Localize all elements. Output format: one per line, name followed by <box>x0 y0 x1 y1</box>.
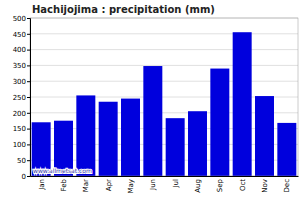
y-tick: 250 <box>13 94 30 102</box>
y-tick: 200 <box>13 110 30 118</box>
grid-line <box>30 33 298 34</box>
x-tick-label: Aug <box>194 179 202 193</box>
y-tick-label: 0 <box>22 173 26 181</box>
y-tick-mark <box>27 113 30 114</box>
y-tick: 150 <box>13 125 30 133</box>
y-tick-mark <box>27 176 30 177</box>
y-tick-label: 50 <box>17 157 26 165</box>
x-tick-label: Nov <box>261 179 269 193</box>
y-tick: 400 <box>13 46 30 54</box>
bar <box>277 123 296 176</box>
grid-line <box>30 49 298 50</box>
bar <box>121 99 140 176</box>
x-tick-label: Apr <box>105 179 113 191</box>
bar <box>210 69 229 176</box>
y-tick-label: 200 <box>13 110 26 118</box>
x-tick-label: Jun <box>149 179 157 191</box>
x-tick: Apr <box>105 176 113 191</box>
x-tick: Jan <box>38 176 46 191</box>
y-tick-label: 500 <box>13 15 26 23</box>
x-tick: Jun <box>149 176 157 191</box>
x-tick: Dec <box>283 176 291 193</box>
annotation: www.allmetsat.com <box>33 167 92 174</box>
x-tick: Mar <box>82 176 90 192</box>
bar <box>166 118 185 176</box>
y-tick-mark <box>27 18 30 19</box>
grid-line <box>30 81 298 82</box>
y-tick-label: 350 <box>13 62 26 70</box>
x-tick: Aug <box>194 176 202 193</box>
y-tick-mark <box>27 34 30 35</box>
y-tick: 450 <box>13 31 30 39</box>
y-tick-mark <box>27 129 30 130</box>
x-tick: Feb <box>60 176 68 191</box>
y-tick-mark <box>27 65 30 66</box>
y-tick-mark <box>27 81 30 82</box>
y-tick: 500 <box>13 15 30 23</box>
bar <box>188 111 207 176</box>
x-axis-line <box>31 176 299 177</box>
chart: 0 50 100 150 200 250 300 350 400 450 500 Jan Feb Mar A… <box>0 0 306 200</box>
y-tick-label: 150 <box>13 125 26 133</box>
x-tick-label: Sep <box>216 178 224 192</box>
y-axis: 0 50 100 150 200 250 300 350 400 450 500 <box>13 15 31 181</box>
y-tick: 0 <box>22 173 30 181</box>
bar <box>233 32 252 176</box>
plot: 0 50 100 150 200 250 300 350 400 450 500 Jan Feb Mar A… <box>13 15 299 194</box>
x-tick-label: Oct <box>239 179 247 191</box>
bar <box>255 96 274 176</box>
grid <box>30 18 298 176</box>
bar <box>99 102 118 176</box>
y-tick-label: 400 <box>13 46 26 54</box>
x-tick-label: May <box>127 179 135 193</box>
x-tick-label: Dec <box>283 179 291 193</box>
x-tick-label: Mar <box>82 179 90 192</box>
grid-line <box>30 65 298 66</box>
x-tick: May <box>127 176 135 193</box>
y-tick: 50 <box>17 157 30 165</box>
x-axis: Jan Feb Mar Apr May Jun Jul Aug Sep Oct Nov Dec <box>31 176 299 193</box>
y-tick: 350 <box>13 62 30 70</box>
y-tick: 100 <box>13 141 30 149</box>
title: Hachijojima : precipitation (mm) <box>32 4 215 15</box>
y-tick-label: 300 <box>13 78 26 86</box>
y-tick-mark <box>27 144 30 145</box>
y-tick-label: 450 <box>13 31 26 39</box>
marks <box>32 32 297 176</box>
x-tick: Jul <box>172 176 180 188</box>
y-tick-mark <box>27 97 30 98</box>
bar <box>143 66 162 176</box>
y-tick-mark <box>27 160 30 161</box>
y-tick-label: 250 <box>13 94 26 102</box>
x-tick: Oct <box>239 176 247 191</box>
y-tick-label: 100 <box>13 141 26 149</box>
y-tick: 300 <box>13 78 30 86</box>
x-tick-label: Feb <box>60 178 68 191</box>
bar <box>76 95 95 176</box>
y-tick-mark <box>27 50 30 51</box>
plot-frame <box>30 18 298 176</box>
x-tick-label: Jan <box>38 179 46 191</box>
x-tick: Sep <box>216 176 224 192</box>
x-tick-label: Jul <box>172 179 180 189</box>
x-tick: Nov <box>261 176 269 193</box>
y-axis-line <box>27 19 31 177</box>
